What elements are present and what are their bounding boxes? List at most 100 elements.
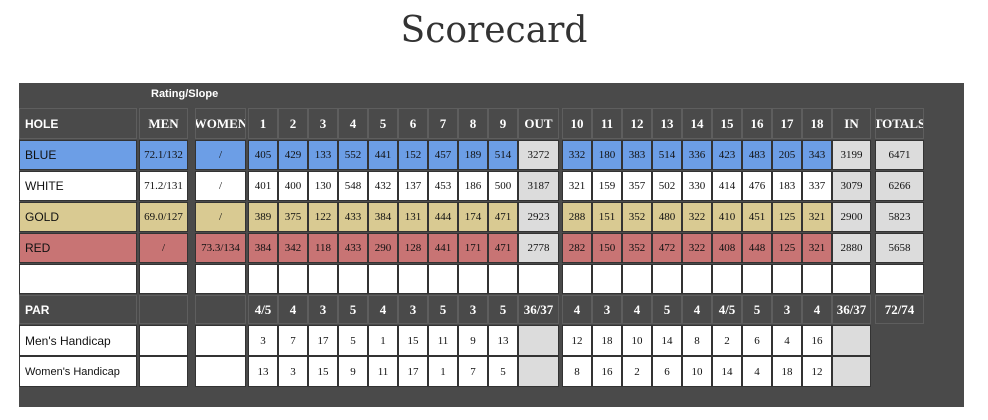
hole-yardage: 171 bbox=[458, 233, 488, 263]
empty-cell bbox=[398, 264, 428, 294]
handicap-value: 10 bbox=[682, 356, 712, 387]
handicap-value: 8 bbox=[562, 356, 592, 387]
hole-yardage: 400 bbox=[278, 171, 308, 201]
column-header: 4 bbox=[338, 108, 368, 139]
hole-yardage: 152 bbox=[398, 140, 428, 170]
in-total: 2880 bbox=[832, 233, 871, 263]
hole-yardage: 322 bbox=[682, 233, 712, 263]
hole-yardage: 433 bbox=[338, 233, 368, 263]
hole-yardage: 471 bbox=[488, 233, 518, 263]
column-header: 1 bbox=[248, 108, 278, 139]
empty-cell bbox=[139, 295, 188, 324]
hole-yardage: 423 bbox=[712, 140, 742, 170]
hole-yardage: 321 bbox=[802, 233, 832, 263]
hole-yardage: 337 bbox=[802, 171, 832, 201]
hole-yardage: 130 bbox=[308, 171, 338, 201]
hole-yardage: 375 bbox=[278, 202, 308, 232]
empty-cell bbox=[832, 264, 871, 294]
empty-cell bbox=[832, 325, 871, 356]
column-header: 8 bbox=[458, 108, 488, 139]
column-header: 6 bbox=[398, 108, 428, 139]
hole-yardage: 122 bbox=[308, 202, 338, 232]
handicap-value: 2 bbox=[622, 356, 652, 387]
handicap-value: 3 bbox=[248, 325, 278, 356]
in-total: 3199 bbox=[832, 140, 871, 170]
empty-cell bbox=[742, 264, 772, 294]
handicap-value: 10 bbox=[622, 325, 652, 356]
handicap-value: 15 bbox=[398, 325, 428, 356]
women-rating: 73.3/134 bbox=[195, 233, 246, 263]
grand-total: 5658 bbox=[875, 233, 924, 263]
hole-yardage: 150 bbox=[592, 233, 622, 263]
handicap-value: 12 bbox=[562, 325, 592, 356]
par-value: 5 bbox=[428, 295, 458, 324]
men-rating: 72.1/132 bbox=[139, 140, 188, 170]
empty-cell bbox=[802, 264, 832, 294]
hole-yardage: 282 bbox=[562, 233, 592, 263]
handicap-value: 8 bbox=[682, 325, 712, 356]
handicap-value: 1 bbox=[368, 325, 398, 356]
empty-cell bbox=[338, 264, 368, 294]
column-header: 17 bbox=[772, 108, 802, 139]
page-title: Scorecard bbox=[400, 10, 588, 51]
hole-yardage: 151 bbox=[592, 202, 622, 232]
handicap-value: 18 bbox=[772, 356, 802, 387]
handicap-value: 15 bbox=[308, 356, 338, 387]
par-value: 4 bbox=[562, 295, 592, 324]
hole-yardage: 186 bbox=[458, 171, 488, 201]
hole-yardage: 389 bbox=[248, 202, 278, 232]
hole-yardage: 514 bbox=[652, 140, 682, 170]
empty-cell bbox=[195, 356, 246, 387]
handicap-value: 4 bbox=[742, 356, 772, 387]
hole-yardage: 159 bbox=[592, 171, 622, 201]
handicap-value: 7 bbox=[458, 356, 488, 387]
tee-label: BLUE bbox=[19, 140, 137, 170]
empty-cell bbox=[682, 264, 712, 294]
column-header: 7 bbox=[428, 108, 458, 139]
hole-yardage: 336 bbox=[682, 140, 712, 170]
par-value: 4 bbox=[682, 295, 712, 324]
column-header: MEN bbox=[139, 108, 188, 139]
hole-yardage: 128 bbox=[398, 233, 428, 263]
handicap-label: Men's Handicap bbox=[19, 325, 137, 356]
empty-cell bbox=[772, 264, 802, 294]
handicap-label: Women's Handicap bbox=[19, 356, 137, 387]
hole-yardage: 433 bbox=[338, 202, 368, 232]
handicap-value: 9 bbox=[458, 325, 488, 356]
column-header: TOTALS bbox=[875, 108, 924, 139]
column-header: 15 bbox=[712, 108, 742, 139]
column-header: 5 bbox=[368, 108, 398, 139]
hole-yardage: 321 bbox=[802, 202, 832, 232]
men-rating: / bbox=[139, 233, 188, 263]
hole-yardage: 357 bbox=[622, 171, 652, 201]
empty-cell bbox=[488, 264, 518, 294]
tee-label: RED bbox=[19, 233, 137, 263]
hole-yardage: 332 bbox=[562, 140, 592, 170]
par-value: 5 bbox=[488, 295, 518, 324]
par-value: 5 bbox=[338, 295, 368, 324]
par-value: 4 bbox=[622, 295, 652, 324]
hole-yardage: 183 bbox=[772, 171, 802, 201]
hole-yardage: 189 bbox=[458, 140, 488, 170]
empty-cell bbox=[518, 264, 559, 294]
column-header: 12 bbox=[622, 108, 652, 139]
column-header: 3 bbox=[308, 108, 338, 139]
hole-yardage: 476 bbox=[742, 171, 772, 201]
out-total: 2778 bbox=[518, 233, 559, 263]
handicap-value: 17 bbox=[398, 356, 428, 387]
hole-yardage: 174 bbox=[458, 202, 488, 232]
out-total: 2923 bbox=[518, 202, 559, 232]
column-header: 16 bbox=[742, 108, 772, 139]
handicap-value: 6 bbox=[652, 356, 682, 387]
hole-yardage: 414 bbox=[712, 171, 742, 201]
hole-yardage: 343 bbox=[802, 140, 832, 170]
hole-yardage: 137 bbox=[398, 171, 428, 201]
hole-yardage: 321 bbox=[562, 171, 592, 201]
hole-yardage: 322 bbox=[682, 202, 712, 232]
men-rating: 71.2/131 bbox=[139, 171, 188, 201]
tee-label: GOLD bbox=[19, 202, 137, 232]
column-header: 2 bbox=[278, 108, 308, 139]
column-header: 14 bbox=[682, 108, 712, 139]
hole-yardage: 448 bbox=[742, 233, 772, 263]
